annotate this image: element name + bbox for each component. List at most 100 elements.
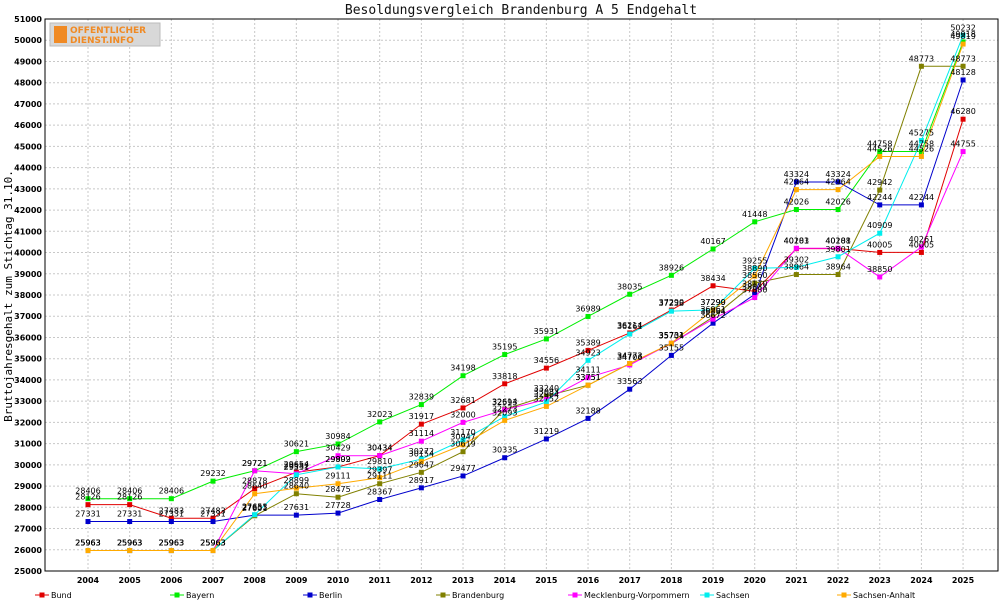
data-point: [127, 548, 133, 554]
data-point: [418, 438, 424, 444]
data-label: 35704: [659, 332, 684, 341]
data-point: [627, 361, 633, 367]
data-point: [960, 149, 966, 155]
data-point: [752, 288, 758, 294]
data-point: [335, 494, 341, 500]
data-label: 43324: [825, 170, 850, 179]
data-label: 25963: [159, 539, 184, 548]
logo-line2: DIENST.INFO: [70, 36, 134, 46]
data-point: [918, 244, 924, 250]
legend-label: Berlin: [319, 591, 342, 600]
data-point: [418, 469, 424, 475]
legend-swatch-marker: [174, 592, 180, 598]
data-point: [543, 365, 549, 371]
data-label: 31219: [534, 427, 559, 436]
data-label: 36961: [700, 305, 725, 314]
data-point: [585, 415, 591, 421]
data-label: 40909: [867, 221, 892, 230]
data-point: [127, 519, 133, 525]
data-point: [960, 116, 966, 122]
x-tick-label: 2012: [410, 576, 432, 585]
data-point: [418, 459, 424, 465]
data-label: 28917: [409, 476, 434, 485]
data-point: [835, 245, 841, 251]
x-tick-label: 2023: [869, 576, 891, 585]
data-point: [377, 481, 383, 487]
data-point: [377, 475, 383, 481]
x-tick-label: 2008: [244, 576, 267, 585]
data-point: [627, 331, 633, 337]
data-label: 25963: [117, 539, 142, 548]
data-label: 33751: [575, 373, 600, 382]
data-label: 44758: [867, 140, 892, 149]
data-label: 44526: [867, 144, 892, 153]
data-point: [585, 313, 591, 319]
data-point: [502, 417, 508, 423]
data-point: [585, 375, 591, 381]
data-label: 29232: [200, 469, 225, 478]
data-label: 34556: [534, 356, 559, 365]
data-label: 30984: [325, 432, 350, 441]
data-point: [168, 519, 174, 525]
x-tick-label: 2009: [285, 576, 308, 585]
data-label: 29477: [450, 464, 475, 473]
x-tick-label: 2017: [619, 576, 641, 585]
data-label: 30947: [450, 433, 475, 442]
legend-swatch-marker: [39, 592, 45, 598]
data-label: 43324: [784, 170, 809, 179]
data-point: [710, 307, 716, 313]
legend-swatch-marker: [440, 592, 446, 598]
data-point: [543, 336, 549, 342]
data-point: [418, 421, 424, 427]
data-label: 38964: [784, 263, 809, 272]
data-label: 29810: [367, 457, 392, 466]
data-label: 42942: [867, 178, 892, 187]
data-point: [627, 386, 633, 392]
y-tick-label: 47000: [14, 100, 42, 109]
legend-label: Sachsen: [716, 591, 750, 600]
data-label: 34773: [617, 352, 642, 361]
data-label: 28878: [242, 477, 267, 486]
data-point: [127, 502, 133, 508]
data-label: 28406: [159, 487, 184, 496]
data-label: 36214: [617, 321, 642, 330]
x-tick-label: 2006: [160, 576, 183, 585]
data-point: [418, 456, 424, 462]
data-label: 30621: [284, 440, 309, 449]
data-label: 38170: [742, 279, 767, 288]
data-label: 42244: [909, 193, 934, 202]
data-point: [960, 77, 966, 83]
data-point: [668, 308, 674, 314]
x-tick-label: 2019: [702, 576, 725, 585]
y-tick-label: 27000: [14, 525, 42, 534]
data-labels: 28126 28126 27483 27483 28878 29654 29902 30434…: [75, 23, 976, 547]
data-label: 25963: [200, 539, 225, 548]
data-label: 32752: [534, 394, 559, 403]
data-point: [418, 485, 424, 491]
data-label: 29654: [284, 460, 309, 469]
data-point: [293, 512, 299, 518]
data-point: [918, 202, 924, 208]
data-label: 41448: [742, 210, 767, 219]
data-point: [502, 352, 508, 358]
data-point: [960, 63, 966, 69]
data-point: [85, 502, 91, 508]
data-label: 45275: [909, 129, 934, 138]
data-point: [168, 515, 174, 521]
data-point: [877, 202, 883, 208]
data-label: 32964: [534, 390, 559, 399]
y-tick-label: 25000: [14, 567, 42, 576]
x-tick-label: 2013: [452, 576, 474, 585]
data-label: 40167: [700, 237, 725, 246]
data-label: 30434: [367, 444, 392, 453]
y-tick-label: 38000: [14, 291, 42, 300]
data-label: 40201: [784, 236, 809, 245]
data-label: 40261: [909, 235, 934, 244]
data-point: [627, 291, 633, 297]
data-label: 38560: [742, 271, 767, 280]
data-label: 28640: [284, 482, 309, 491]
data-label: 38964: [825, 263, 850, 272]
data-label: 27483: [159, 506, 184, 515]
data-label: 48128: [950, 68, 975, 77]
